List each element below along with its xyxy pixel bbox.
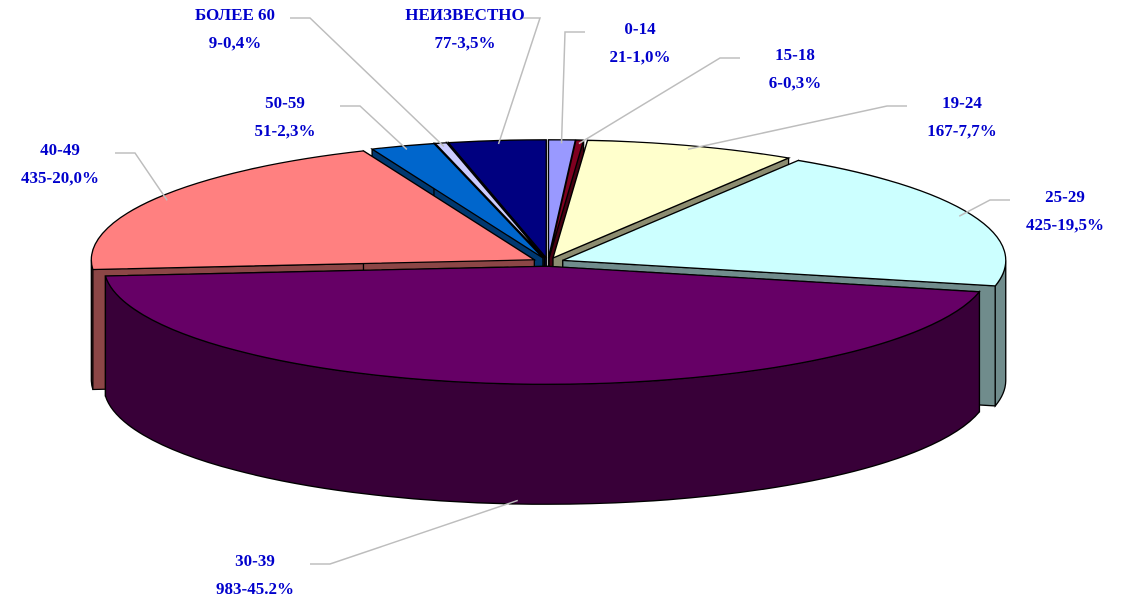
value-label: 435-20,0% [21,168,99,187]
slice-top [552,139,791,260]
leader-line [340,105,408,150]
value-label: 425-19,5% [1026,215,1104,234]
category-label: НЕИЗВЕСТНО [405,5,525,24]
slice-top [447,139,547,260]
value-label: 21-1,0% [610,47,671,66]
leader-line [958,199,1010,217]
category-label: 50-59 [265,93,305,112]
value-label: 167-7,7% [927,121,996,140]
value-label: 77-3,5% [435,33,496,52]
category-label: 19-24 [942,93,982,112]
value-label: 51-2,3% [255,121,316,140]
category-label: 0-14 [624,19,656,38]
category-label: 30-39 [235,551,275,570]
leader-line [687,105,907,151]
slice-top [562,159,1007,287]
category-label: БОЛЕЕ 60 [195,5,275,24]
value-label: 983-45.2% [216,579,294,598]
leader-line [497,17,542,145]
slice-top [90,150,537,271]
slice-top [104,265,981,385]
leader-line [115,152,168,201]
leader-line [290,17,445,148]
leader-line [560,31,585,144]
value-label: 6-0,3% [769,73,821,92]
leader-line [310,499,518,565]
category-label: 25-29 [1045,187,1085,206]
value-label: 9-0,4% [209,33,261,52]
slice-outer-side [90,259,94,390]
category-label: 15-18 [775,45,815,64]
slice [104,265,981,505]
category-label: 40-49 [40,140,80,159]
leader-line [578,57,740,145]
